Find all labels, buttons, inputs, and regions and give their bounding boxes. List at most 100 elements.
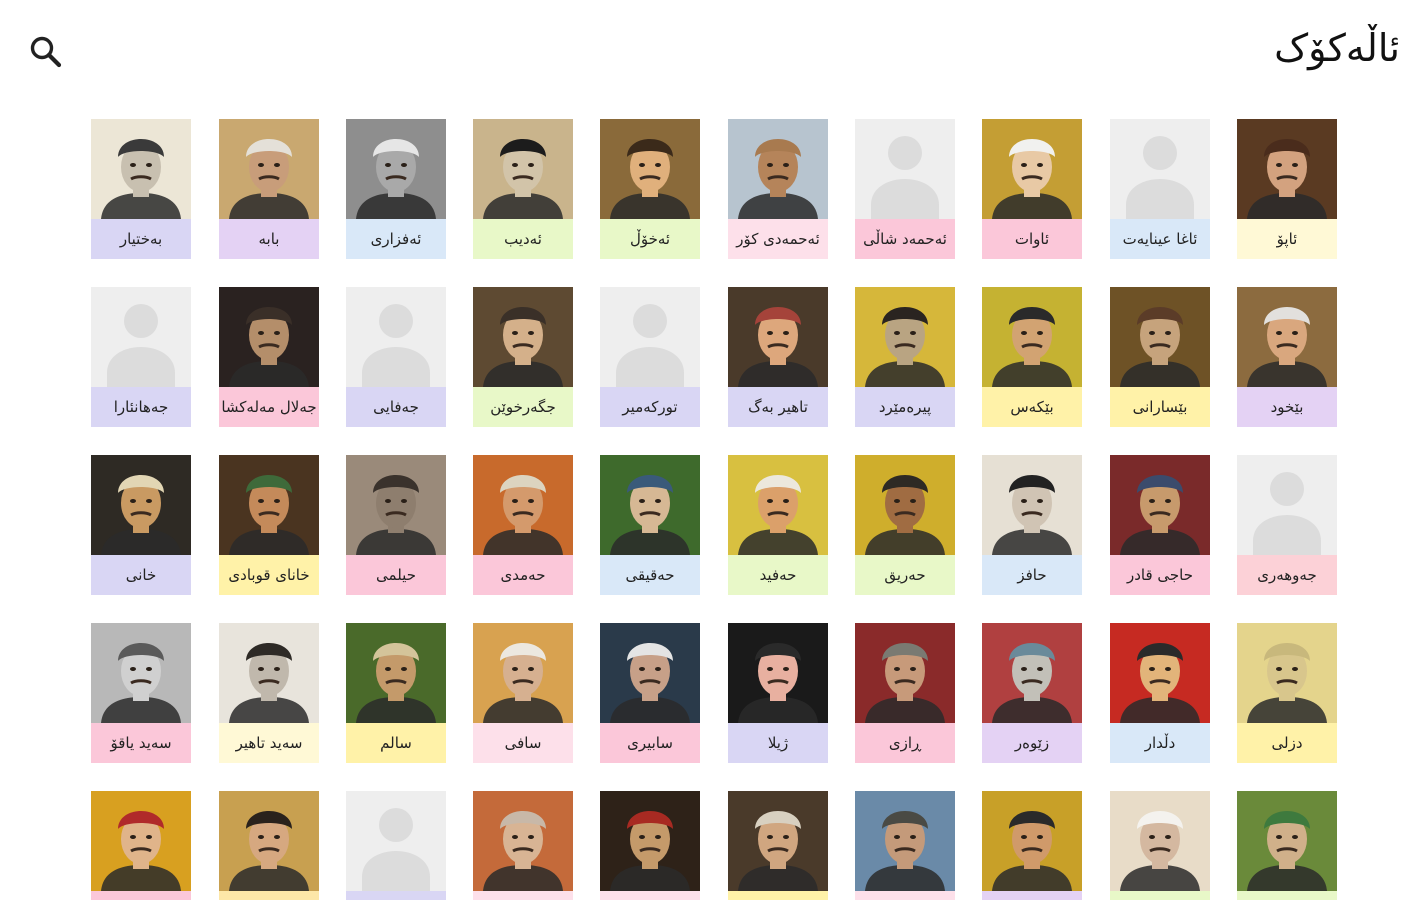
poet-card[interactable]: سافی [473, 623, 573, 763]
poet-name: ئاوات [982, 219, 1082, 259]
poet-name: خانای قوبادی [219, 555, 319, 595]
poet-card[interactable] [1237, 791, 1337, 900]
poet-card[interactable]: ئەخۆڵ [600, 119, 700, 259]
poet-portrait [346, 455, 446, 555]
poet-card[interactable] [91, 791, 191, 900]
poet-name: سالم [346, 723, 446, 763]
poet-card[interactable] [600, 791, 700, 900]
poet-name: سەید یاقۆ [91, 723, 191, 763]
poet-card[interactable]: سەید یاقۆ [91, 623, 191, 763]
poet-portrait [1110, 623, 1210, 723]
poet-portrait [982, 455, 1082, 555]
poet-card[interactable]: پیرەمێرد [855, 287, 955, 427]
poet-card[interactable] [473, 791, 573, 900]
poet-name: جەهانئارا [91, 387, 191, 427]
poet-portrait [1237, 119, 1337, 219]
poet-card[interactable]: جەفایی [346, 287, 446, 427]
poet-card[interactable] [855, 791, 955, 900]
poet-card[interactable] [982, 791, 1082, 900]
poet-card[interactable]: حەقیقی [600, 455, 700, 595]
poet-portrait [1237, 287, 1337, 387]
poet-portrait [1110, 287, 1210, 387]
poet-card[interactable]: دزلی [1237, 623, 1337, 763]
poet-name: ئەفزاری [346, 219, 446, 259]
poet-portrait [219, 455, 319, 555]
poet-name: ژیلا [728, 723, 828, 763]
poet-card[interactable] [1110, 791, 1210, 900]
poet-portrait [600, 791, 700, 891]
poet-card[interactable]: ئەحمەدی کۆر [728, 119, 828, 259]
poet-portrait [728, 119, 828, 219]
poet-card[interactable]: حەمدی [473, 455, 573, 595]
poet-name: بابە [219, 219, 319, 259]
poet-card[interactable]: سەید تاهیر [219, 623, 319, 763]
poet-card[interactable]: تورکەمیر [600, 287, 700, 427]
poet-portrait [219, 623, 319, 723]
poet-portrait [1110, 791, 1210, 891]
poet-name [346, 891, 446, 900]
poet-card[interactable]: ئاوات [982, 119, 1082, 259]
poet-name: ڕازی [855, 723, 955, 763]
poet-card[interactable] [728, 791, 828, 900]
poet-portrait [473, 119, 573, 219]
poet-card[interactable]: حەریق [855, 455, 955, 595]
poet-card[interactable]: بێسارانی [1110, 287, 1210, 427]
poet-name [219, 891, 319, 900]
poet-name: تاهیر بەگ [728, 387, 828, 427]
poet-card[interactable]: حاجی قادر [1110, 455, 1210, 595]
poet-name [728, 891, 828, 900]
poet-card[interactable]: ڕازی [855, 623, 955, 763]
poet-name: ئەدیب [473, 219, 573, 259]
avatar-placeholder-icon [346, 287, 446, 387]
poet-card[interactable]: سابیری [600, 623, 700, 763]
poet-card[interactable]: زێوەر [982, 623, 1082, 763]
poet-card[interactable]: ژیلا [728, 623, 828, 763]
poet-name: ئەحمەد شاڵی [855, 219, 955, 259]
avatar-placeholder-icon [346, 791, 446, 891]
poet-card[interactable]: تاهیر بەگ [728, 287, 828, 427]
poet-card[interactable]: حەفید [728, 455, 828, 595]
poet-portrait [219, 287, 319, 387]
poet-portrait [600, 119, 700, 219]
poet-name [982, 891, 1082, 900]
poet-portrait [600, 623, 700, 723]
poet-portrait [91, 791, 191, 891]
poet-card[interactable]: بێخود [1237, 287, 1337, 427]
poet-card[interactable]: حیلمی [346, 455, 446, 595]
avatar-placeholder-icon [1110, 119, 1210, 219]
poet-card[interactable]: بابە [219, 119, 319, 259]
poet-portrait [855, 455, 955, 555]
poet-card[interactable]: حافز [982, 455, 1082, 595]
poet-card[interactable]: بەختیار [91, 119, 191, 259]
poet-name: ئەخۆڵ [600, 219, 700, 259]
poet-portrait [1110, 455, 1210, 555]
poet-card[interactable]: جەهانئارا [91, 287, 191, 427]
poet-card[interactable]: جگەرخوێن [473, 287, 573, 427]
poet-name: جەوهەری [1237, 555, 1337, 595]
avatar-placeholder-icon [855, 119, 955, 219]
poet-portrait [728, 623, 828, 723]
poet-name: ئاپۆ [1237, 219, 1337, 259]
poet-card[interactable]: ئەحمەد شاڵی [855, 119, 955, 259]
poet-card[interactable]: خانی [91, 455, 191, 595]
poet-card[interactable]: دڵدار [1110, 623, 1210, 763]
poet-name: زێوەر [982, 723, 1082, 763]
poet-card[interactable]: سالم [346, 623, 446, 763]
poet-card[interactable] [219, 791, 319, 900]
poet-card[interactable]: بێکەس [982, 287, 1082, 427]
poet-card[interactable]: ئەفزاری [346, 119, 446, 259]
poet-portrait [473, 455, 573, 555]
poet-card[interactable]: ئەدیب [473, 119, 573, 259]
poet-name: حەقیقی [600, 555, 700, 595]
poet-name: حیلمی [346, 555, 446, 595]
poet-card[interactable]: خانای قوبادی [219, 455, 319, 595]
poet-card[interactable]: ئاپۆ [1237, 119, 1337, 259]
search-button[interactable] [28, 34, 64, 70]
poet-portrait [728, 455, 828, 555]
poet-card[interactable]: ئاغا عینایەت [1110, 119, 1210, 259]
poet-card[interactable] [346, 791, 446, 900]
poet-card[interactable]: جەلال مەلەکشا [219, 287, 319, 427]
poet-name: سابیری [600, 723, 700, 763]
poet-card[interactable]: جەوهەری [1237, 455, 1337, 595]
poet-portrait [473, 791, 573, 891]
